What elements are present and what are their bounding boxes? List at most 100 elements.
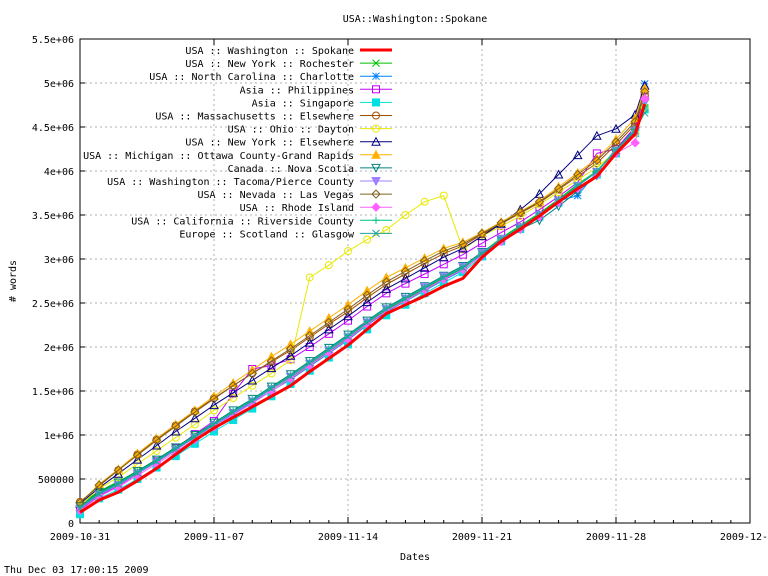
data-point <box>420 197 429 206</box>
y-tick-label: 4e+06 <box>44 167 74 178</box>
grid <box>80 39 750 523</box>
data-point <box>132 450 143 460</box>
data-point <box>285 344 296 354</box>
data-point <box>344 332 352 340</box>
data-point <box>133 468 142 477</box>
y-tick-label: 1.5e+06 <box>32 387 74 398</box>
legend-item: USA :: Ohio :: Dayton <box>228 124 392 136</box>
data-point <box>371 136 381 146</box>
data-point <box>210 406 218 415</box>
data-point <box>372 98 380 107</box>
data-point <box>363 302 372 311</box>
data-point <box>420 269 429 278</box>
data-point <box>151 435 162 445</box>
legend-label: USA :: Michigan :: Ottawa County-Grand R… <box>83 151 354 162</box>
data-point <box>362 290 372 300</box>
legend-item: USA :: North Carolina :: Charlotte <box>149 72 392 83</box>
legend-label: USA :: Washington :: Spokane <box>185 46 354 57</box>
data-point <box>266 363 277 373</box>
legend-item: Canada :: Nova Scotia <box>228 164 392 175</box>
data-point <box>344 247 352 256</box>
chart-title: USA::Washington::Spokane <box>343 14 488 25</box>
legend-label: USA :: New York :: Elsewhere <box>185 138 354 149</box>
legend-item: USA :: California :: Riverside County <box>131 216 392 227</box>
data-point <box>151 440 162 450</box>
data-point <box>534 197 545 207</box>
data-point <box>132 454 143 464</box>
legend-item: USA :: Nevada :: Las Vegas <box>197 189 392 201</box>
legend-label: USA :: Ohio :: Dayton <box>228 125 354 136</box>
y-tick-label: 2e+06 <box>44 343 74 354</box>
data-point <box>593 167 601 175</box>
data-point <box>95 490 103 498</box>
y-axis-label: # words <box>8 260 19 302</box>
y-tick-label: 3e+06 <box>44 255 74 266</box>
legend-item: Asia :: Singapore <box>252 98 392 109</box>
data-point <box>420 284 429 292</box>
series-group <box>75 80 650 519</box>
data-point <box>266 356 277 366</box>
legend-label: USA :: California :: Riverside County <box>131 216 354 227</box>
data-point <box>287 371 295 379</box>
series-line <box>79 85 646 504</box>
data-point <box>515 207 525 218</box>
data-point <box>419 256 430 266</box>
data-point <box>228 381 238 391</box>
legend-item: USA :: Rhode Island <box>240 202 392 214</box>
legend-item: Asia :: Philippines <box>240 85 392 96</box>
legend-label: USA :: Massachusetts :: Elsewhere <box>155 112 354 123</box>
data-point <box>592 155 602 166</box>
data-point <box>171 433 180 442</box>
data-point <box>209 394 219 404</box>
legend-label: Asia :: Singapore <box>252 98 354 109</box>
data-point <box>267 384 276 393</box>
legend-label: Canada :: Nova Scotia <box>228 164 354 175</box>
y-tick-label: 1e+06 <box>44 431 74 442</box>
data-point <box>247 375 258 385</box>
data-point <box>371 202 381 212</box>
y-tick-label: 3.5e+06 <box>32 211 74 222</box>
data-point <box>286 356 295 365</box>
data-point <box>362 297 372 307</box>
data-point <box>371 177 381 187</box>
data-point <box>171 421 181 431</box>
data-point <box>267 369 276 378</box>
data-point <box>113 468 124 478</box>
y-axis: 0 500000 1e+06 1.5e+06 2e+06 2.5e+06 3e+06 3.5e… <box>32 35 750 530</box>
data-point <box>190 413 200 423</box>
x-tick-label: 2009-11-28 <box>586 532 646 543</box>
data-point <box>573 169 583 180</box>
series-line <box>79 105 646 508</box>
data-point <box>372 72 380 81</box>
x-tick-label: 2009-11-21 <box>452 532 512 543</box>
data-point <box>438 252 449 262</box>
data-point <box>248 381 257 390</box>
data-point <box>343 304 353 314</box>
y-tick-label: 5e+06 <box>44 79 74 90</box>
data-point <box>478 249 486 257</box>
data-point <box>248 396 257 405</box>
data-point <box>267 383 275 391</box>
legend-label: Europe :: Scotland :: Glasgow <box>179 229 355 240</box>
data-point <box>210 420 218 428</box>
data-point <box>572 150 583 160</box>
data-point <box>371 163 381 173</box>
data-point <box>324 329 333 338</box>
data-point <box>611 123 621 133</box>
legend-label: USA :: Rhode Island <box>240 203 354 214</box>
legend-item: USA :: New York :: Elsewhere <box>185 136 392 149</box>
data-point <box>344 316 352 325</box>
x-tick-label: 2009-12-05 <box>720 532 768 543</box>
legend-label: USA :: Nevada :: Las Vegas <box>197 190 354 201</box>
data-point <box>439 273 448 282</box>
data-point <box>305 330 315 341</box>
data-point <box>371 189 381 199</box>
data-point <box>372 111 380 120</box>
data-point <box>371 149 381 159</box>
data-point <box>400 266 411 277</box>
data-point <box>592 130 602 140</box>
series-line <box>79 107 646 506</box>
x-axis-label: Dates <box>400 552 430 563</box>
data-point <box>306 358 314 366</box>
data-point <box>372 59 380 67</box>
